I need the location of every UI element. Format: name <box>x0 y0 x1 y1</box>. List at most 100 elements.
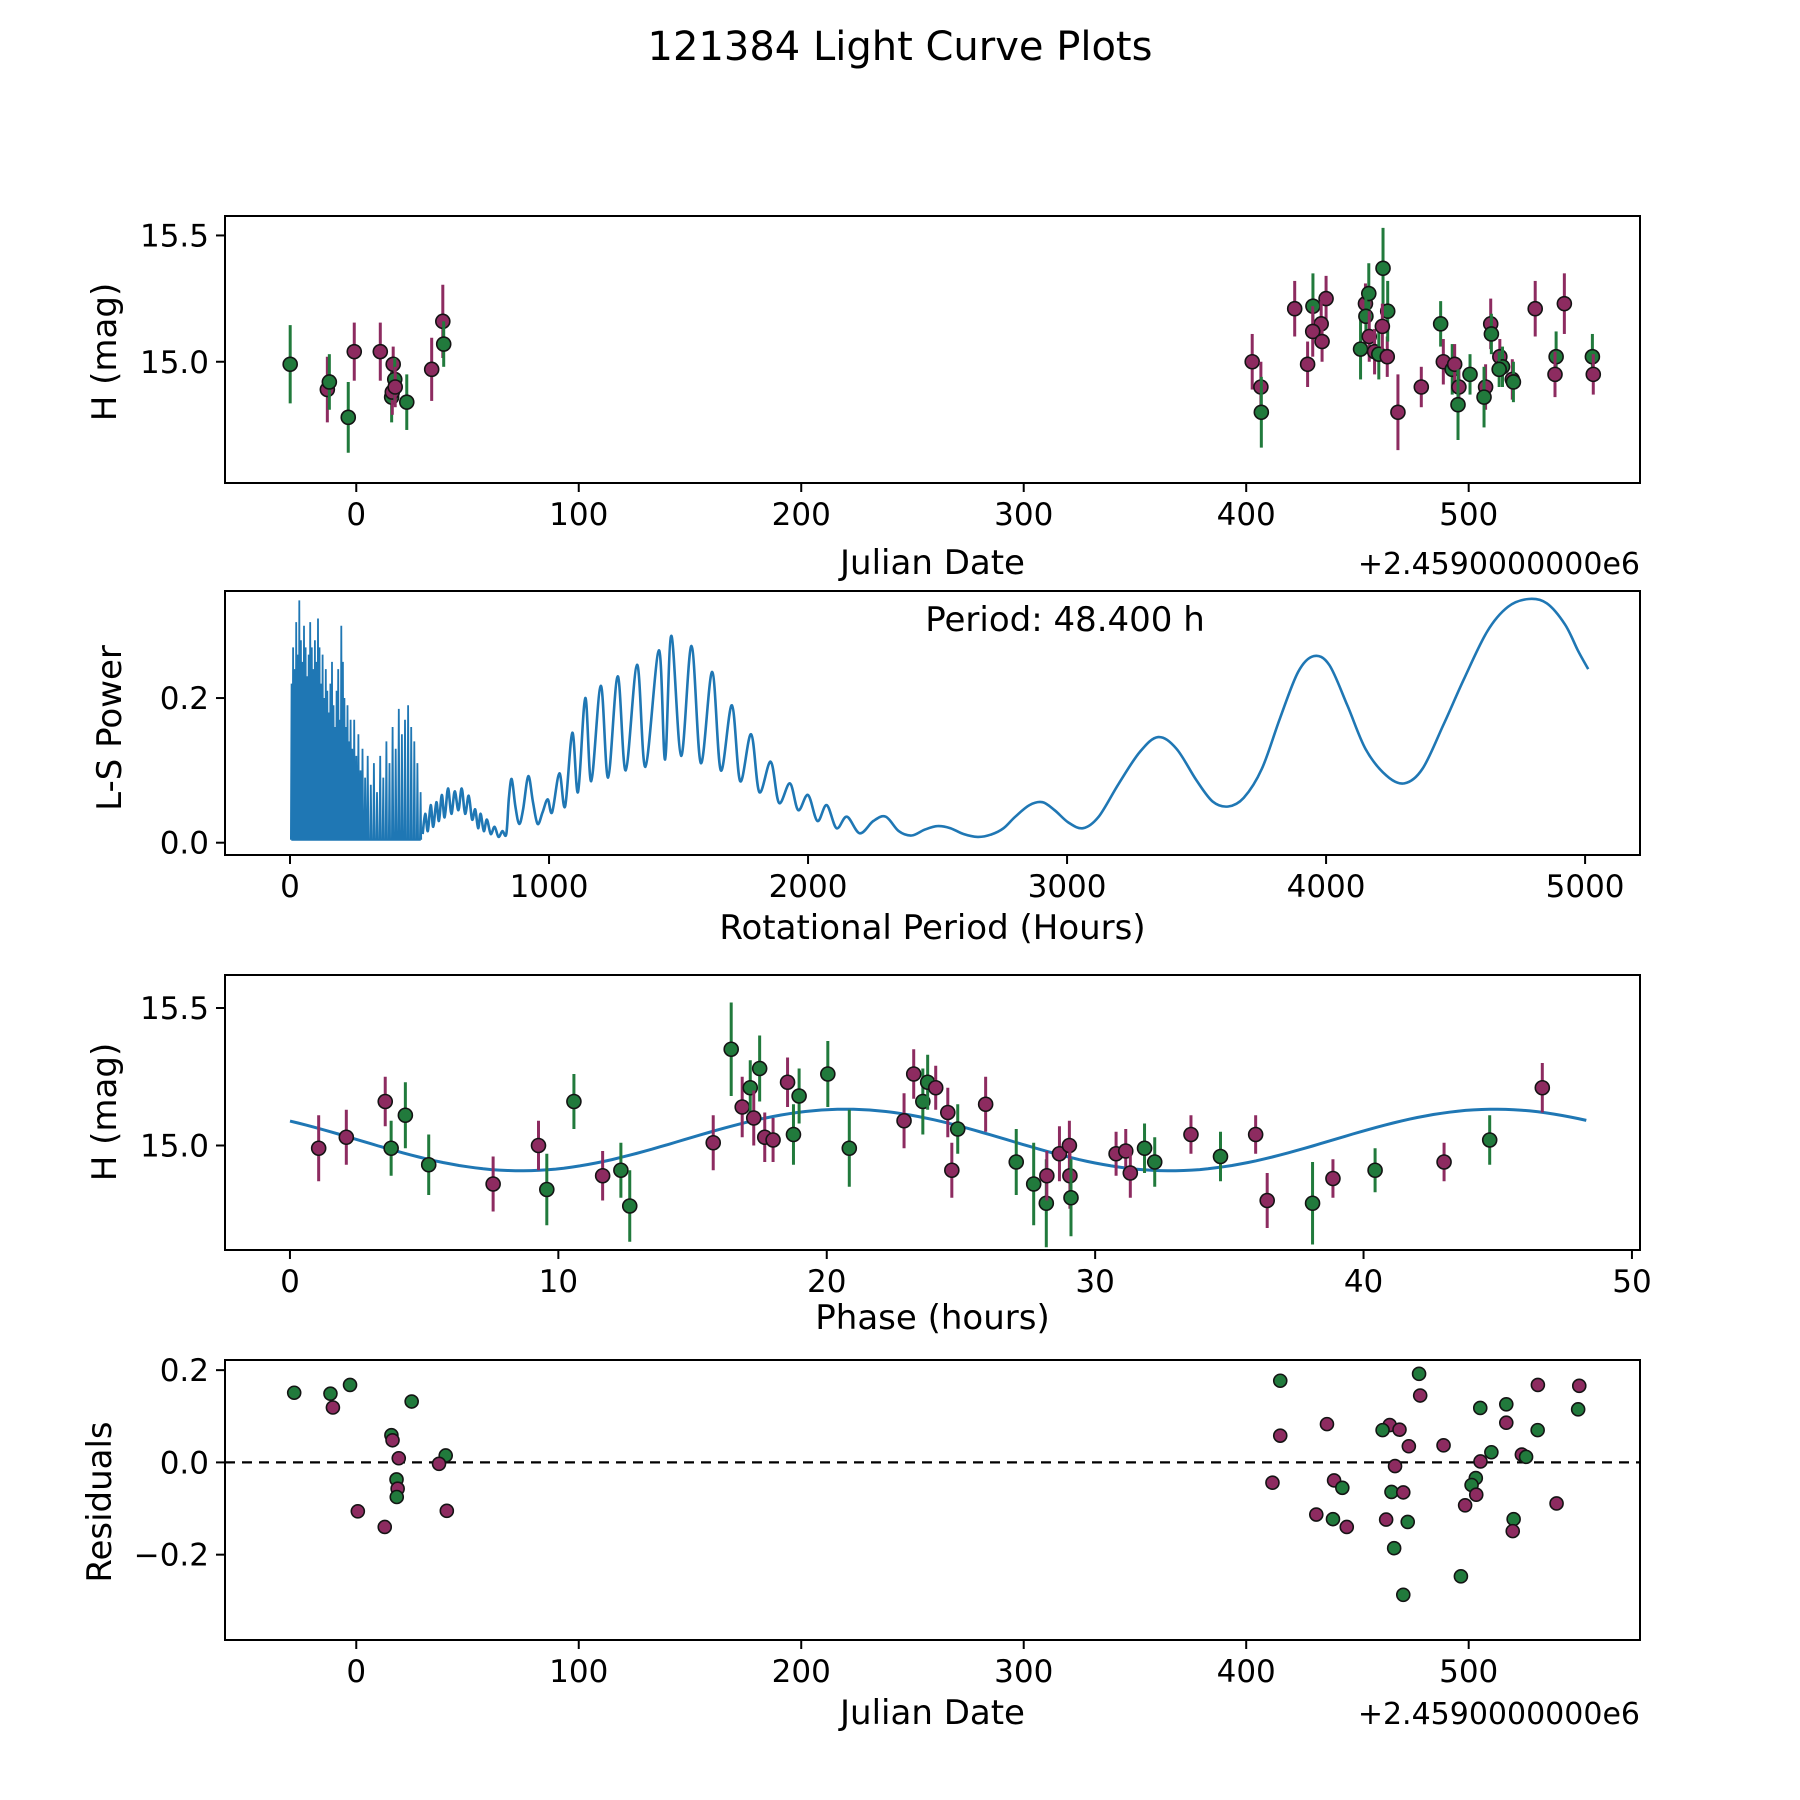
phase-x-axis-label: Phase (hours) <box>815 1298 1050 1338</box>
data-point <box>785 1126 802 1143</box>
data-point <box>1505 1523 1521 1539</box>
data-point <box>1518 1449 1534 1465</box>
data-point <box>1498 1396 1514 1412</box>
data-point <box>1378 1512 1394 1527</box>
figure-title: 121384 Light Curve Plots <box>647 24 1153 70</box>
data-point <box>420 1156 437 1173</box>
residuals-x-offset-text: +2.4590000000e6 <box>1357 1697 1640 1732</box>
data-point <box>1025 1176 1042 1192</box>
periodogram-curve <box>421 597 1590 839</box>
data-point <box>391 1450 407 1466</box>
data-point <box>745 1110 762 1126</box>
data-point <box>1484 1444 1499 1460</box>
data-point <box>377 1519 393 1535</box>
periodogram-x-tick-label: 4000 <box>1287 869 1366 905</box>
residuals-x-tick-label: 0 <box>346 1654 366 1690</box>
data-point <box>1361 328 1378 345</box>
panel-lightcurve: 0 100 200 300 400 500 15.5 15.0 <box>140 215 1641 533</box>
data-point <box>325 1400 341 1415</box>
data-point <box>372 343 389 360</box>
data-point <box>435 336 452 352</box>
phase-x-tick-label: 20 <box>807 1264 846 1300</box>
data-point <box>286 1385 302 1401</box>
data-point <box>1379 348 1396 365</box>
phase-x-tick-label: 30 <box>1075 1264 1114 1300</box>
residuals-x-tick-label: 300 <box>994 1654 1053 1690</box>
data-point <box>820 1066 836 1082</box>
data-point <box>1450 396 1466 413</box>
data-point <box>734 1099 751 1115</box>
panel-phase: 0 10 20 30 40 50 15.5 15.0 <box>140 974 1652 1300</box>
lightcurve-axes-box <box>224 215 1641 484</box>
data-point <box>1244 353 1261 370</box>
phase-model-curve <box>289 1107 1587 1173</box>
data-point <box>765 1132 781 1148</box>
data-point <box>1183 1126 1199 1143</box>
lightcurve-x-tick-label: 400 <box>1217 497 1276 533</box>
data-point <box>927 1079 944 1096</box>
data-point <box>387 379 404 395</box>
data-point <box>1039 1167 1055 1184</box>
data-point <box>1286 300 1303 317</box>
residuals-y-tick-label: 0.2 <box>160 1353 209 1389</box>
data-point <box>342 1377 358 1393</box>
periodogram-x-tick-label: 2000 <box>769 869 848 905</box>
data-point <box>389 1489 405 1505</box>
periodogram-x-tick-label: 0 <box>280 869 300 905</box>
residuals-axes-box <box>224 1359 1641 1641</box>
data-point <box>1436 1154 1452 1170</box>
data-point <box>613 1162 629 1179</box>
data-point <box>1506 1511 1521 1527</box>
data-point <box>1386 1540 1402 1556</box>
data-point <box>1556 295 1573 312</box>
data-point <box>779 1074 796 1091</box>
data-point <box>404 1394 419 1409</box>
data-point <box>1360 285 1377 302</box>
data-point <box>1063 1189 1079 1206</box>
phase-x-tick-label: 40 <box>1344 1264 1383 1300</box>
data-point <box>1411 1366 1427 1382</box>
data-point <box>282 356 298 373</box>
lightcurve-y-tick-label: 15.0 <box>140 345 209 381</box>
data-point <box>1462 366 1478 383</box>
data-point <box>1299 356 1316 373</box>
lightcurve-x-tick-label: 200 <box>772 497 831 533</box>
data-point <box>1392 1422 1407 1437</box>
data-point <box>340 409 357 426</box>
periodogram-x-tick-label: 1000 <box>510 869 589 905</box>
data-point <box>1212 1148 1229 1165</box>
data-point <box>1136 1140 1153 1157</box>
data-point <box>939 1104 956 1121</box>
data-point <box>1358 308 1374 325</box>
data-point <box>791 1088 807 1104</box>
data-point <box>1339 1519 1355 1535</box>
phase-axes-box <box>224 974 1641 1251</box>
data-point <box>1325 1511 1341 1527</box>
phase-plot-area <box>289 1002 1587 1248</box>
data-point <box>1395 1485 1411 1500</box>
data-point <box>310 1140 327 1157</box>
data-point <box>1387 1458 1403 1474</box>
data-point <box>751 1060 768 1077</box>
data-point <box>1483 326 1500 342</box>
data-point <box>1008 1154 1025 1170</box>
periodogram-axes-box <box>224 590 1641 856</box>
periodogram-x-tick-label: 3000 <box>1028 869 1107 905</box>
data-point <box>1379 303 1396 320</box>
data-point <box>423 361 440 378</box>
data-point <box>1319 1416 1335 1432</box>
data-point <box>1304 323 1321 340</box>
data-point <box>1571 1378 1587 1394</box>
panel-residuals: 0 100 200 300 400 500 0.2 0.0 −0.2 <box>134 1353 1641 1690</box>
data-point <box>1247 1126 1264 1143</box>
data-point <box>1375 260 1391 277</box>
data-point <box>1367 1162 1383 1179</box>
data-point <box>1491 361 1507 378</box>
data-point <box>1395 1587 1411 1603</box>
data-point <box>1549 1496 1564 1511</box>
data-point <box>1412 1388 1428 1403</box>
data-point <box>338 1129 355 1146</box>
data-point <box>1314 333 1330 350</box>
residuals-x-tick-label: 100 <box>549 1654 608 1690</box>
